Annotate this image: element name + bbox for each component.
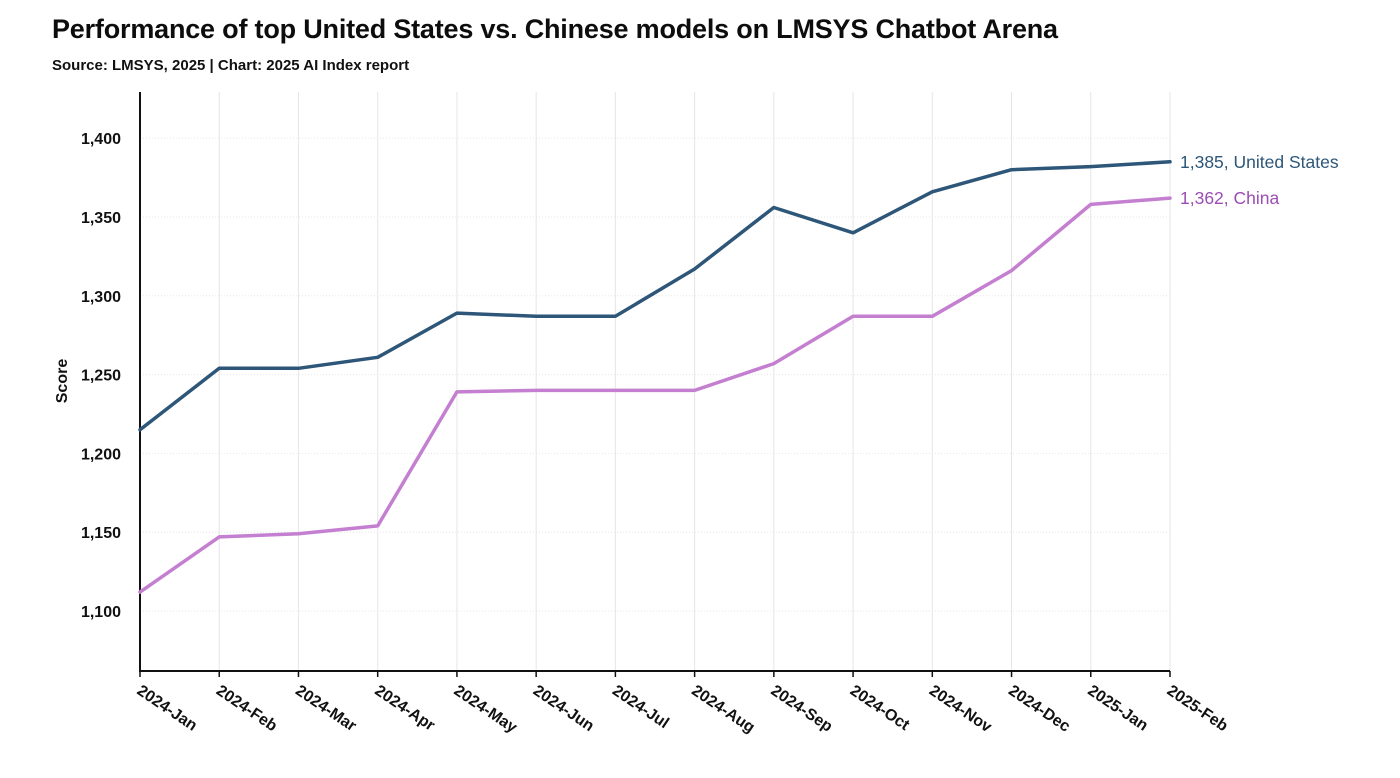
y-tick-label: 1,350	[81, 210, 121, 227]
x-tick-label: 2024-Mar	[292, 682, 359, 735]
y-tick-label: 1,200	[81, 446, 121, 463]
x-tick-label: 2024-Feb	[213, 682, 280, 735]
y-tick-label: 1,100	[81, 604, 121, 621]
y-tick-label: 1,250	[81, 368, 121, 385]
series-end-label: 1,362, China	[1180, 188, 1280, 208]
x-tick-label: 2024-Apr	[371, 682, 437, 734]
y-tick-label: 1,400	[81, 131, 121, 148]
x-tick-label: 2024-Oct	[847, 682, 913, 734]
x-tick-label: 2024-Dec	[1005, 682, 1073, 735]
chart-subtitle: Source: LMSYS, 2025 | Chart: 2025 AI Ind…	[52, 57, 410, 74]
x-tick-label: 2024-May	[451, 682, 520, 736]
x-tick-label: 2024-Nov	[926, 682, 995, 736]
y-tick-label: 1,150	[81, 525, 121, 542]
x-tick-label: 2025-Jan	[1085, 682, 1151, 734]
x-tick-label: 2024-Jan	[134, 682, 200, 734]
grid	[140, 92, 1171, 671]
x-tick-label: 2024-Sep	[768, 682, 836, 736]
y-tick-label: 1,300	[81, 289, 121, 306]
chart-title: Performance of top United States vs. Chi…	[52, 14, 1058, 44]
series-line-united-states	[138, 160, 1172, 432]
x-tick-label: 2024-Jul	[609, 682, 672, 732]
y-axis-title: Score	[54, 359, 71, 404]
axes	[139, 92, 1171, 677]
x-tick-label: 2025-Feb	[1164, 682, 1231, 735]
series-line-china	[138, 196, 1172, 594]
series	[138, 160, 1172, 594]
series-end-label: 1,385, United States	[1180, 152, 1339, 172]
labels: 1,100 1,150 1,200 1,250 1,300 1,350 1,400 2024-…	[54, 131, 1339, 736]
x-tick-label: 2024-Aug	[688, 682, 757, 736]
x-tick-label: 2024-Jun	[530, 682, 597, 735]
